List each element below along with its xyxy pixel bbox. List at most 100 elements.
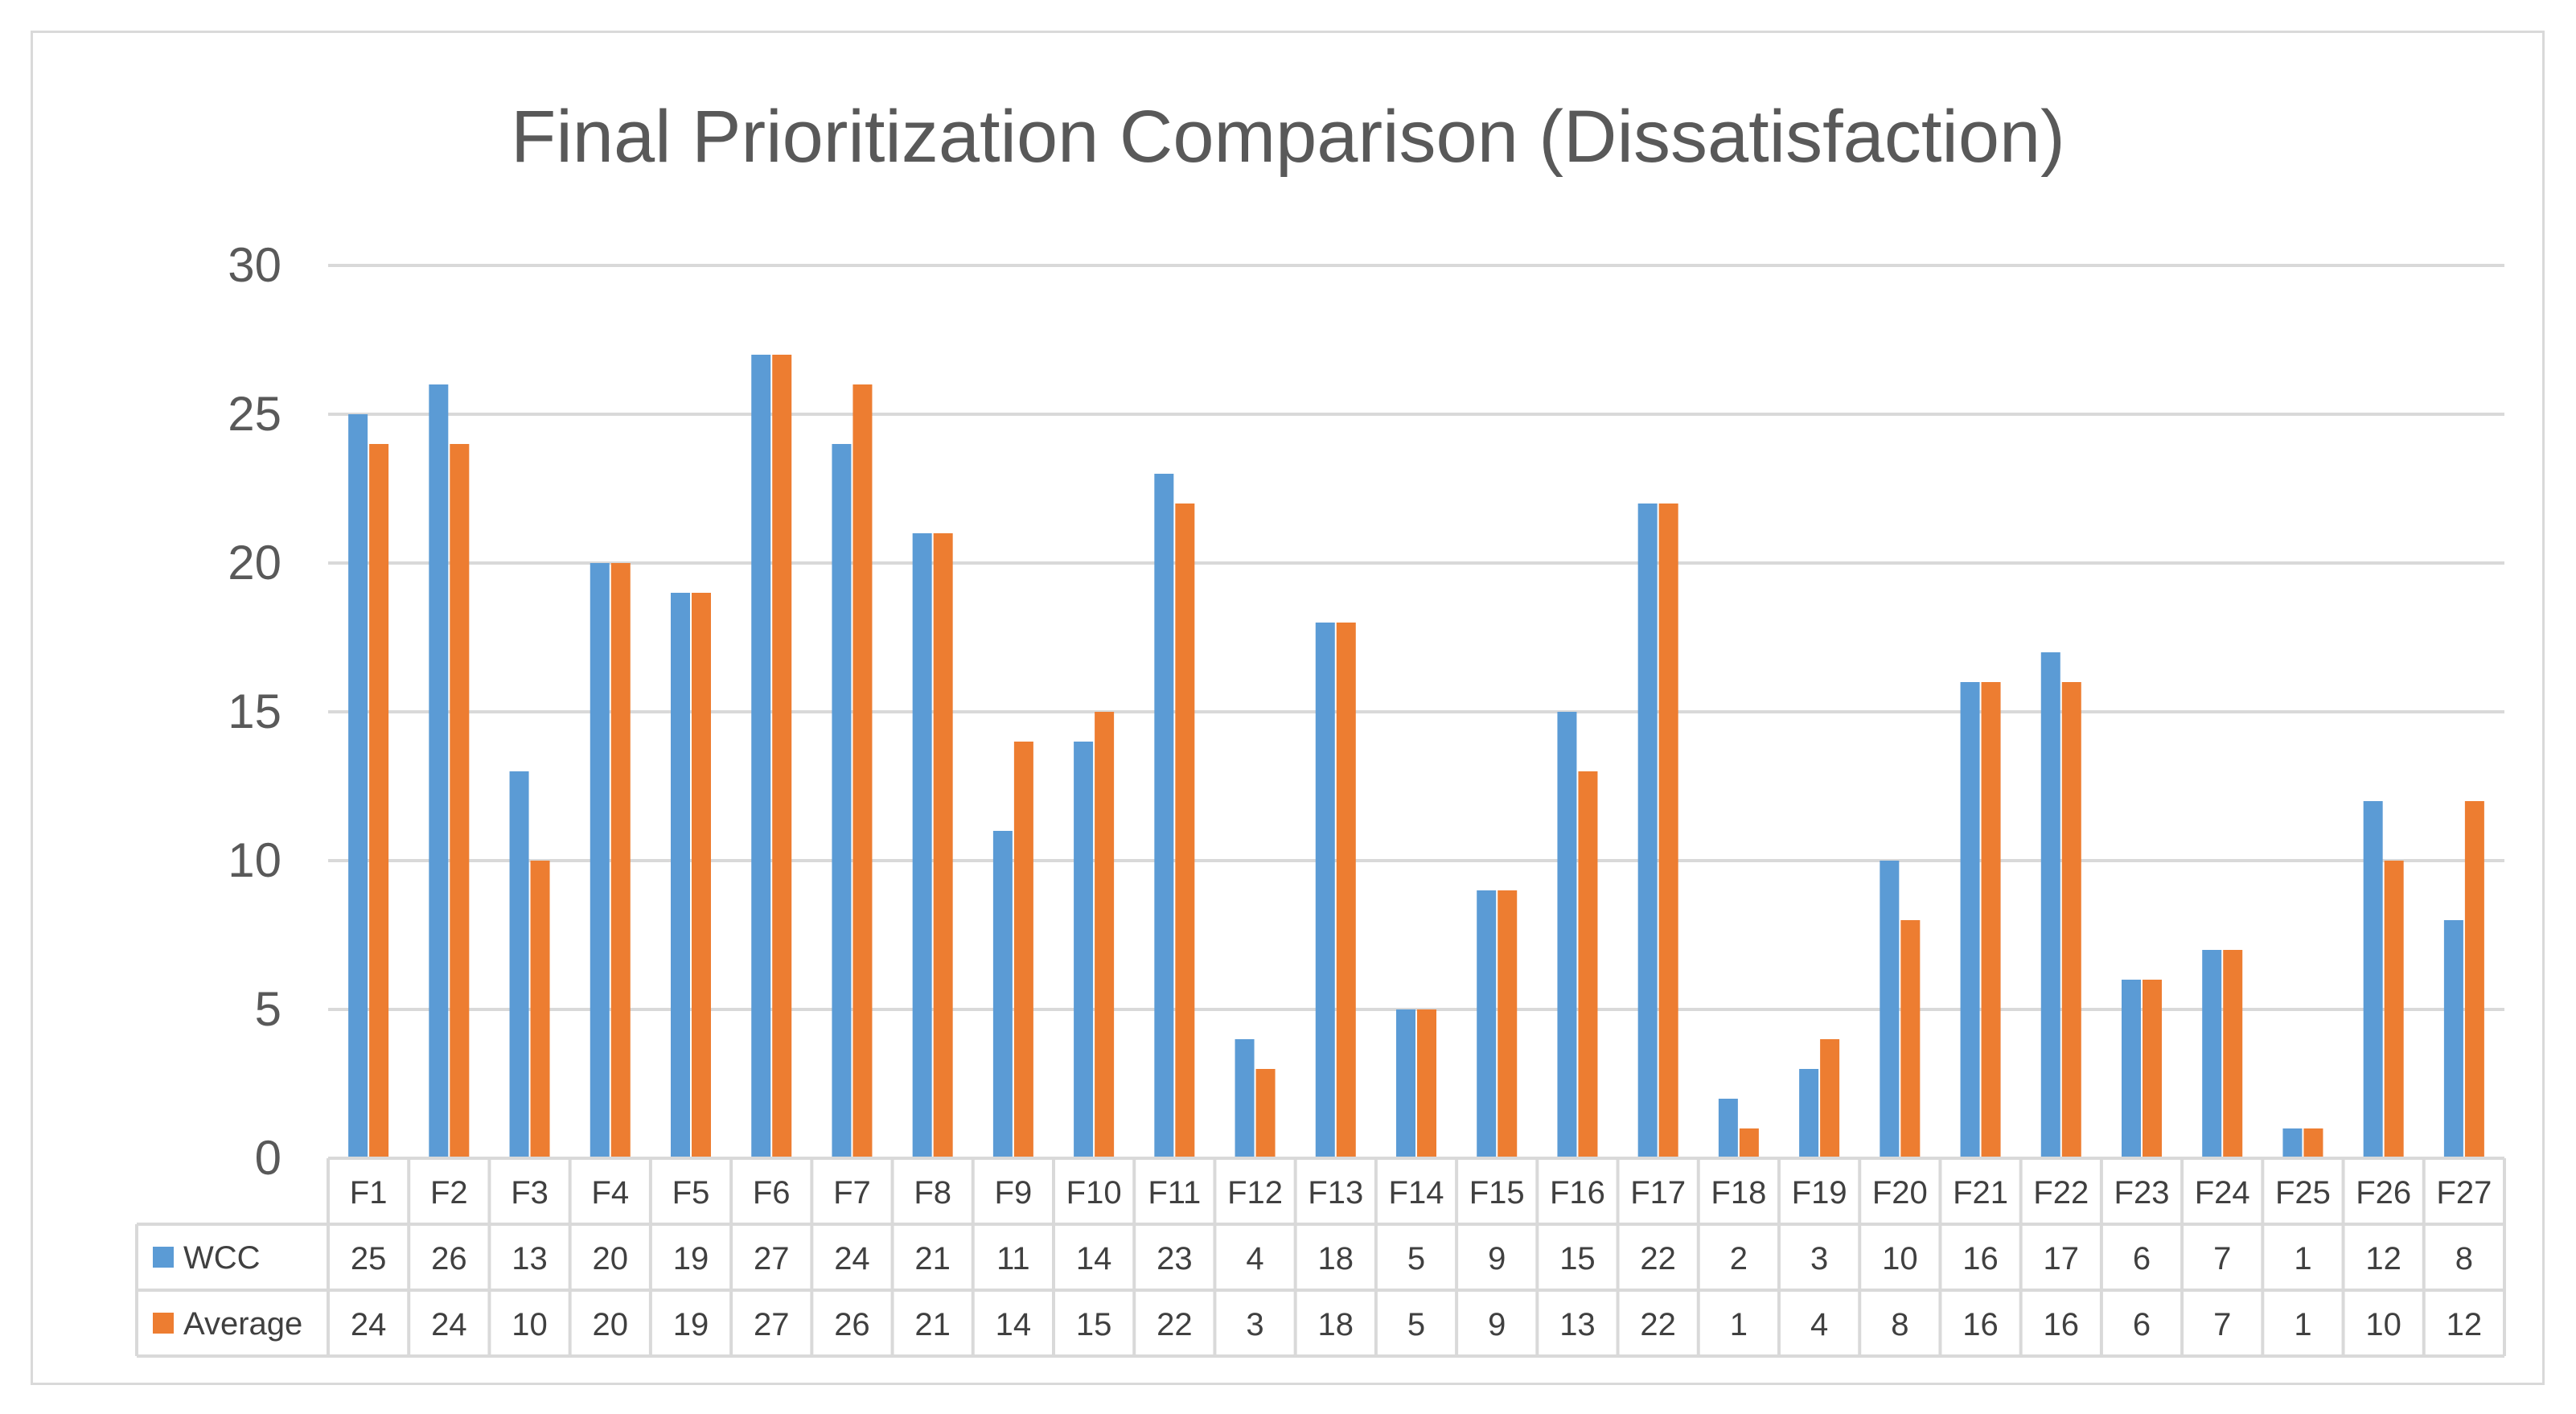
bar-average [2303, 1128, 2323, 1158]
data-label-wcc: 7 [2213, 1241, 2231, 1276]
x-tick-label: F11 [1148, 1175, 1201, 1211]
x-tick-label: F19 [1792, 1175, 1847, 1211]
bar-average [1900, 920, 1921, 1158]
data-label-wcc: 11 [996, 1241, 1030, 1276]
x-tick-label: F26 [2356, 1175, 2411, 1211]
data-label-wcc: 8 [2455, 1241, 2473, 1276]
data-label-average: 14 [996, 1307, 1032, 1342]
x-tick-label: F1 [350, 1175, 388, 1211]
data-label-average: 24 [431, 1307, 467, 1342]
bar-average [1498, 890, 1518, 1158]
bar-wcc [992, 831, 1013, 1158]
x-tick-label: F23 [2114, 1175, 2170, 1211]
y-tick-label: 0 [255, 1131, 281, 1185]
legend-key-average [153, 1313, 174, 1334]
bar-average [1175, 504, 1195, 1158]
y-tick-label: 25 [228, 387, 281, 441]
y-tick-label: 20 [228, 536, 281, 590]
data-label-wcc: 23 [1157, 1241, 1193, 1276]
data-label-average: 1 [1730, 1307, 1748, 1342]
x-tick-label: F20 [1872, 1175, 1928, 1211]
bar-average [1981, 682, 2001, 1158]
bar-average [2143, 980, 2162, 1158]
bar-wcc [1477, 890, 1497, 1158]
data-label-wcc: 15 [1559, 1241, 1596, 1276]
data-label-average: 20 [593, 1307, 629, 1342]
data-label-average: 19 [673, 1307, 709, 1342]
x-tick-label: F21 [1953, 1175, 2008, 1211]
x-tick-label: F9 [995, 1175, 1033, 1211]
bar-average [933, 533, 953, 1158]
bar-wcc [2040, 652, 2060, 1158]
data-label-average: 3 [1246, 1307, 1263, 1342]
bar-wcc [1799, 1069, 1819, 1158]
y-tick-label: 15 [228, 684, 281, 738]
x-tick-label: F17 [1630, 1175, 1686, 1211]
x-tick-label: F25 [2275, 1175, 2331, 1211]
data-label-average: 22 [1640, 1307, 1676, 1342]
data-label-wcc: 2 [1730, 1241, 1748, 1276]
bar-wcc [1074, 742, 1094, 1158]
data-label-average: 27 [754, 1307, 790, 1342]
data-label-wcc: 6 [2133, 1241, 2151, 1276]
bar-wcc [1880, 861, 1900, 1158]
x-tick-label: F3 [511, 1175, 548, 1211]
data-label-wcc: 19 [673, 1241, 709, 1276]
data-label-wcc: 10 [1882, 1241, 1918, 1276]
bar-average [1013, 742, 1033, 1158]
data-label-wcc: 16 [1962, 1241, 1999, 1276]
data-label-average: 21 [914, 1307, 951, 1342]
x-tick-label: F4 [591, 1175, 629, 1211]
bar-average [530, 861, 550, 1158]
data-label-average: 26 [834, 1307, 870, 1342]
data-label-wcc: 25 [351, 1241, 387, 1276]
x-tick-label: F12 [1227, 1175, 1283, 1211]
data-label-average: 4 [1810, 1307, 1828, 1342]
x-tick-label: F2 [430, 1175, 468, 1211]
x-tick-label: F8 [914, 1175, 951, 1211]
bar-wcc [751, 355, 771, 1158]
x-tick-label: F18 [1711, 1175, 1766, 1211]
bar-average [1739, 1128, 1759, 1158]
bar-wcc [2122, 980, 2141, 1158]
x-tick-label: F14 [1389, 1175, 1444, 1211]
x-tick-label: F27 [2436, 1175, 2492, 1211]
bar-wcc [2202, 950, 2222, 1158]
data-label-wcc: 24 [834, 1241, 870, 1276]
data-label-average: 9 [1488, 1307, 1506, 1342]
bar-average [2061, 682, 2081, 1158]
chart-title: Final Prioritization Comparison (Dissati… [511, 96, 2065, 178]
x-tick-label: F16 [1550, 1175, 1605, 1211]
data-label-average: 22 [1157, 1307, 1193, 1342]
data-label-average: 16 [2044, 1307, 2080, 1342]
data-label-wcc: 27 [754, 1241, 790, 1276]
data-label-wcc: 1 [2294, 1241, 2311, 1276]
bar-wcc [1557, 712, 1577, 1158]
y-tick-label: 10 [228, 833, 281, 887]
data-label-average: 10 [512, 1307, 548, 1342]
data-label-wcc: 9 [1488, 1241, 1506, 1276]
data-label-average: 18 [1318, 1307, 1354, 1342]
legend-label-wcc: WCC [183, 1240, 261, 1276]
data-label-average: 5 [1407, 1307, 1425, 1342]
bar-average [1658, 504, 1678, 1158]
legend-label-average: Average [183, 1306, 302, 1342]
x-tick-label: F22 [2033, 1175, 2089, 1211]
data-label-wcc: 21 [914, 1241, 951, 1276]
bar-average [1578, 771, 1598, 1158]
bar-average [610, 563, 631, 1158]
bar-average [450, 444, 470, 1158]
bar-average [692, 593, 711, 1158]
bar-wcc [509, 771, 529, 1158]
data-label-average: 7 [2213, 1307, 2231, 1342]
data-label-wcc: 20 [593, 1241, 629, 1276]
y-tick-label: 30 [228, 238, 281, 292]
bar-average [1255, 1069, 1276, 1158]
x-tick-label: F7 [833, 1175, 871, 1211]
bar-wcc [1315, 623, 1335, 1158]
x-tick-label: F5 [672, 1175, 710, 1211]
data-label-wcc: 5 [1407, 1241, 1425, 1276]
bar-wcc [429, 384, 449, 1158]
x-tick-label: F15 [1469, 1175, 1525, 1211]
